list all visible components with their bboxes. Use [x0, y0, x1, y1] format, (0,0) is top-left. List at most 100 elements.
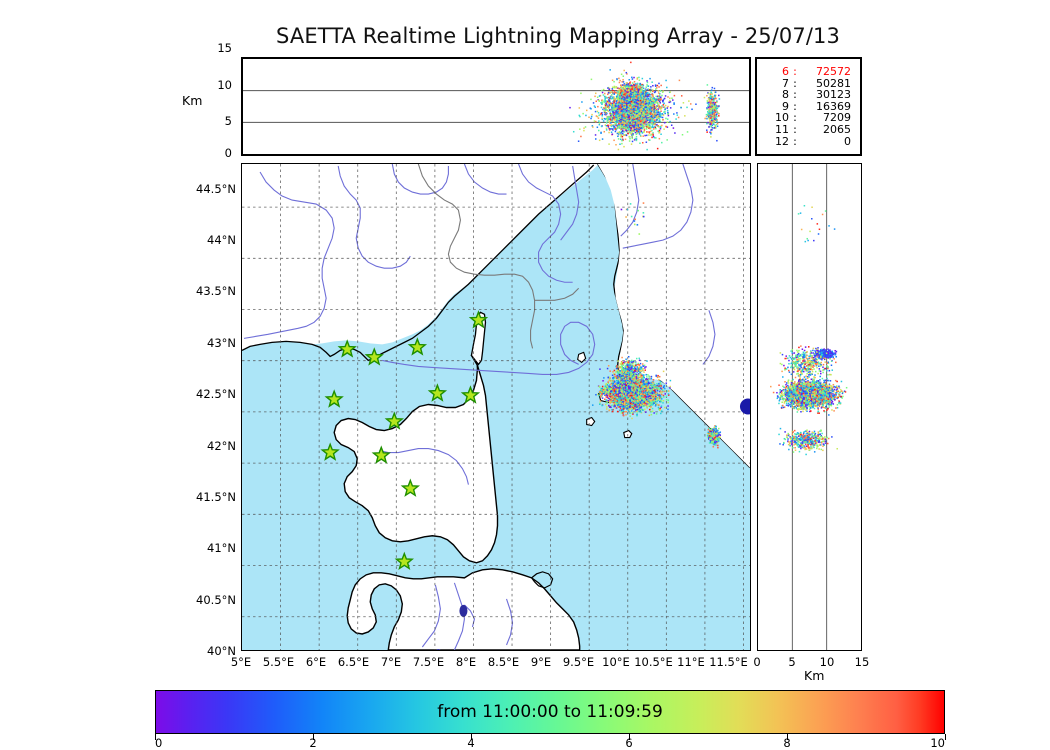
legend-separator: :	[789, 112, 801, 124]
lma-station-star-11[interactable]	[400, 478, 421, 497]
lon-tick-8: 8°E	[440, 655, 492, 669]
lon-tick-5.5: 5.5°E	[253, 655, 305, 669]
legend-station-count: 10	[763, 112, 789, 124]
sardinia-ne-coast	[530, 571, 554, 589]
altitude-latitude-panel[interactable]	[757, 163, 862, 651]
colorbar-notch-2	[313, 734, 314, 740]
administrative-borders	[417, 164, 580, 349]
right-axis-label-km: Km	[804, 668, 824, 683]
lma-station-star-12[interactable]	[394, 551, 415, 571]
lon-tick-11: 11°E	[665, 655, 717, 669]
colorbar-tick-2: 2	[293, 736, 333, 750]
legend-row-11: 11:2065	[763, 124, 858, 136]
legend-row-7: 7:50281	[763, 77, 858, 90]
colorbar-notch-6	[629, 734, 630, 740]
altitude-latitude-plot	[770, 164, 848, 650]
legend-station-count: 7	[763, 77, 789, 90]
legend-row-10: 10:7209	[763, 112, 858, 124]
colorbar-notch-4	[471, 734, 472, 740]
legend-source-count: 16369	[801, 101, 851, 113]
legend-source-count: 72572	[801, 66, 851, 78]
legend-station-count: 9	[763, 101, 789, 113]
lakes	[436, 604, 468, 650]
lon-tick-5: 5°E	[215, 655, 267, 669]
colorbar-tick-6: 6	[609, 736, 649, 750]
legend-separator: :	[789, 66, 801, 78]
lat-tick-41: 41°N	[178, 541, 236, 555]
lon-tick-9.5: 9.5°E	[553, 655, 605, 669]
lma-station-markers	[320, 310, 489, 571]
colorbar-tick-8: 8	[767, 736, 807, 750]
lma-station-star-3[interactable]	[337, 339, 357, 358]
lma-station-star-7[interactable]	[384, 411, 404, 430]
colorbar-tick-4: 4	[451, 736, 491, 750]
colorbar-gradient	[155, 690, 945, 734]
france-south-landmass	[242, 164, 599, 351]
colorbar-notch-10	[945, 734, 946, 740]
lat-tick-42.5: 42.5°N	[178, 387, 236, 401]
lma-station-star-10[interactable]	[371, 445, 391, 464]
lat-tick-40.5: 40.5°N	[178, 593, 236, 607]
lon-tick-7.5: 7.5°E	[403, 655, 455, 669]
legend-rows: 6:72572 7:50281 8:30123 9:16369 10:7209 11:20…	[763, 66, 858, 147]
lat-tick-40: 40°N	[178, 644, 236, 658]
legend-row-12: 12:0	[763, 135, 858, 148]
legend-separator: :	[789, 101, 801, 113]
legend-row-8: 8:30123	[763, 89, 858, 101]
island-montecristo	[586, 416, 596, 427]
legend-station-count: 12	[763, 135, 789, 148]
lon-tick-10: 10°E	[590, 655, 642, 669]
lma-station-star-1[interactable]	[468, 310, 489, 329]
lma-station-star-9[interactable]	[320, 442, 340, 461]
lon-tick-10.5: 10.5°E	[628, 655, 680, 669]
lon-tick-6.5: 6.5°E	[328, 655, 380, 669]
legend-separator: :	[789, 124, 801, 136]
right-panel-tick-15: 15	[842, 655, 882, 669]
right-panel-tick-5: 5	[772, 655, 812, 669]
italy-landmass-east	[597, 164, 750, 468]
lightning-map-panel[interactable]	[241, 163, 751, 651]
lat-tick-43.5: 43.5°N	[178, 284, 236, 298]
legend-station-count: 8	[763, 89, 789, 101]
lat-tick-43: 43°N	[178, 336, 236, 350]
lma-station-star-4[interactable]	[364, 347, 384, 366]
legend-separator: :	[789, 89, 801, 101]
legend-station-count: 6	[763, 66, 789, 78]
lat-tick-44: 44°N	[178, 233, 236, 247]
colorbar[interactable]: from 11:00:00 to 11:09:59 0 2 4 6 8 10	[155, 690, 946, 750]
top-ytick-10: 10	[200, 78, 232, 92]
legend-source-count: 30123	[801, 89, 851, 101]
legend-separator: :	[789, 135, 801, 148]
altitude-longitude-plot	[243, 61, 749, 151]
right-panel-tick-0: 0	[737, 655, 777, 669]
legend-source-count: 7209	[801, 112, 851, 124]
top-axis-label-km: Km	[182, 93, 202, 108]
legend-station-count: 11	[763, 124, 789, 136]
lon-tick-7: 7°E	[365, 655, 417, 669]
altitude-longitude-panel[interactable]	[241, 57, 751, 156]
top-ytick-0: 0	[200, 146, 232, 160]
station-count-legend: 6:72572 7:50281 8:30123 9:16369 10:7209 11:20…	[755, 57, 862, 156]
colorbar-tick-10: 10	[905, 736, 945, 750]
colorbar-notch-8	[787, 734, 788, 740]
lat-tick-41.5: 41.5°N	[178, 490, 236, 504]
coastline-france-italy	[242, 164, 595, 362]
top-ytick-15: 15	[200, 41, 232, 55]
legend-separator: :	[789, 77, 801, 90]
lon-tick-8.5: 8.5°E	[478, 655, 530, 669]
lma-station-star-5[interactable]	[427, 383, 448, 402]
lma-station-star-8[interactable]	[460, 385, 481, 404]
legend-source-count: 50281	[801, 77, 851, 90]
top-ytick-5: 5	[200, 114, 232, 128]
lon-tick-6: 6°E	[290, 655, 342, 669]
lon-tick-9: 9°E	[515, 655, 567, 669]
coastline-italy-tuscany	[597, 164, 750, 469]
lma-station-star-6[interactable]	[324, 389, 344, 408]
rivers	[243, 164, 716, 650]
legend-row-9: 9:16369	[763, 101, 858, 113]
lon-tick-11.5: 11.5°E	[703, 655, 755, 669]
lat-tick-42: 42°N	[178, 439, 236, 453]
lma-station-star-2[interactable]	[407, 337, 428, 356]
page-title: SAETTA Realtime Lightning Mapping Array …	[0, 24, 1050, 48]
right-panel-tick-10: 10	[807, 655, 847, 669]
